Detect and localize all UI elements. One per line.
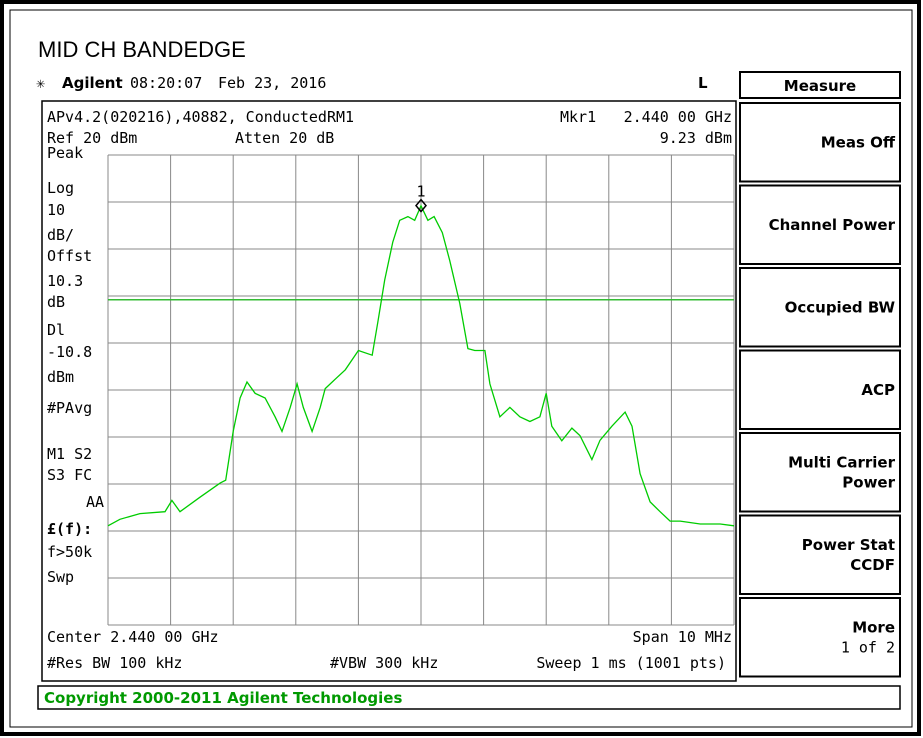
display xyxy=(41,100,737,682)
softkey-label: 1 of 2 xyxy=(841,638,895,656)
setup: APv4.2(020216),40882, ConductedRM1 xyxy=(47,108,354,126)
softkey-label: ACP xyxy=(861,381,895,399)
softkey[interactable] xyxy=(739,267,901,348)
softkey[interactable] xyxy=(739,597,901,678)
annotation: Swp xyxy=(47,568,74,586)
marker xyxy=(415,198,427,213)
center-freq: Center 2.440 00 GHz xyxy=(47,628,219,646)
marker-number: 1 xyxy=(416,183,425,201)
annotation: f>50k xyxy=(47,543,92,561)
rbw: #Res BW 100 kHz xyxy=(47,654,182,672)
annotation: 10 xyxy=(47,201,65,219)
softkey[interactable] xyxy=(739,184,901,265)
softkey-label: Multi Carrier xyxy=(788,453,896,471)
softkey-label: Occupied BW xyxy=(785,298,896,316)
atten: Atten 20 dB xyxy=(235,129,334,147)
vbw: #VBW 300 kHz xyxy=(330,654,438,672)
indicator: L xyxy=(698,74,708,92)
annotation: £(f): xyxy=(47,520,92,538)
annotation: AA xyxy=(86,493,104,511)
sweep: Sweep 1 ms (1001 pts) xyxy=(536,654,726,672)
time: 08:20:07 xyxy=(130,74,202,92)
softkey-label: Meas Off xyxy=(821,133,896,151)
menu-title: Measure xyxy=(784,77,856,95)
marker-amp: 9.23 dBm xyxy=(660,129,732,147)
softkey-label: Channel Power xyxy=(769,216,896,234)
annotation: dBm xyxy=(47,368,74,386)
logo: ✳ xyxy=(36,74,45,92)
display-line-value: -10.8 xyxy=(47,343,92,361)
brand: Agilent xyxy=(62,74,123,92)
annotation: 10.3 xyxy=(47,272,83,290)
annotation: S3 FC xyxy=(47,466,92,484)
inner-frame xyxy=(9,9,913,728)
page-title: MID CH BANDEDGE xyxy=(38,37,246,62)
annotation: Log xyxy=(47,179,74,197)
annotation: Offst xyxy=(47,247,92,265)
annotation: Dl xyxy=(47,321,65,339)
copyright-bar xyxy=(37,685,901,710)
ref-level: Ref 20 dBm xyxy=(47,129,137,147)
softkey[interactable] xyxy=(739,432,901,513)
annotation: dB xyxy=(47,293,65,311)
annotation: Peak xyxy=(47,144,83,162)
menu-title-box xyxy=(739,71,901,99)
annotation: M1 S2 xyxy=(47,445,92,463)
softkey-label: Power Stat xyxy=(802,536,895,554)
copyright: Copyright 2000-2011 Agilent Technologies xyxy=(44,689,402,707)
softkey[interactable] xyxy=(739,349,901,430)
softkey-label: Power xyxy=(842,473,895,491)
softkey[interactable] xyxy=(739,102,901,183)
date: Feb 23, 2016 xyxy=(218,74,326,92)
softkey-label: CCDF xyxy=(850,556,895,574)
marker-freq: 2.440 00 GHz xyxy=(624,108,732,126)
annotation: dB/ xyxy=(47,226,74,244)
span: Span 10 MHz xyxy=(633,628,732,646)
softkey-label: More xyxy=(852,618,895,636)
trace xyxy=(107,204,735,527)
marker-label: Mkr1 xyxy=(560,108,596,126)
annotation: #PAvg xyxy=(47,399,92,417)
softkey[interactable] xyxy=(739,514,901,595)
